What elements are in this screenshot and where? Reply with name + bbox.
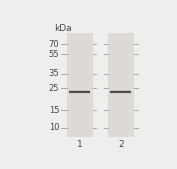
Bar xyxy=(69,92,90,93)
Bar xyxy=(110,90,131,91)
Bar xyxy=(67,33,93,137)
Bar xyxy=(69,93,90,94)
Bar xyxy=(69,89,90,90)
Text: 55: 55 xyxy=(49,50,59,59)
Text: 25: 25 xyxy=(49,84,59,93)
Text: 10: 10 xyxy=(49,123,59,132)
Text: 1: 1 xyxy=(77,140,83,149)
Text: kDa: kDa xyxy=(54,24,72,33)
Text: 2: 2 xyxy=(118,140,124,149)
Text: 70: 70 xyxy=(48,40,59,49)
Bar xyxy=(110,89,131,90)
Bar xyxy=(110,91,131,92)
Bar xyxy=(110,92,131,93)
Text: 15: 15 xyxy=(49,106,59,115)
Bar xyxy=(69,91,90,92)
Bar xyxy=(110,93,131,94)
Bar xyxy=(69,94,90,95)
Bar xyxy=(69,90,90,91)
Text: 35: 35 xyxy=(48,69,59,78)
Bar xyxy=(108,33,134,137)
Bar xyxy=(110,94,131,95)
